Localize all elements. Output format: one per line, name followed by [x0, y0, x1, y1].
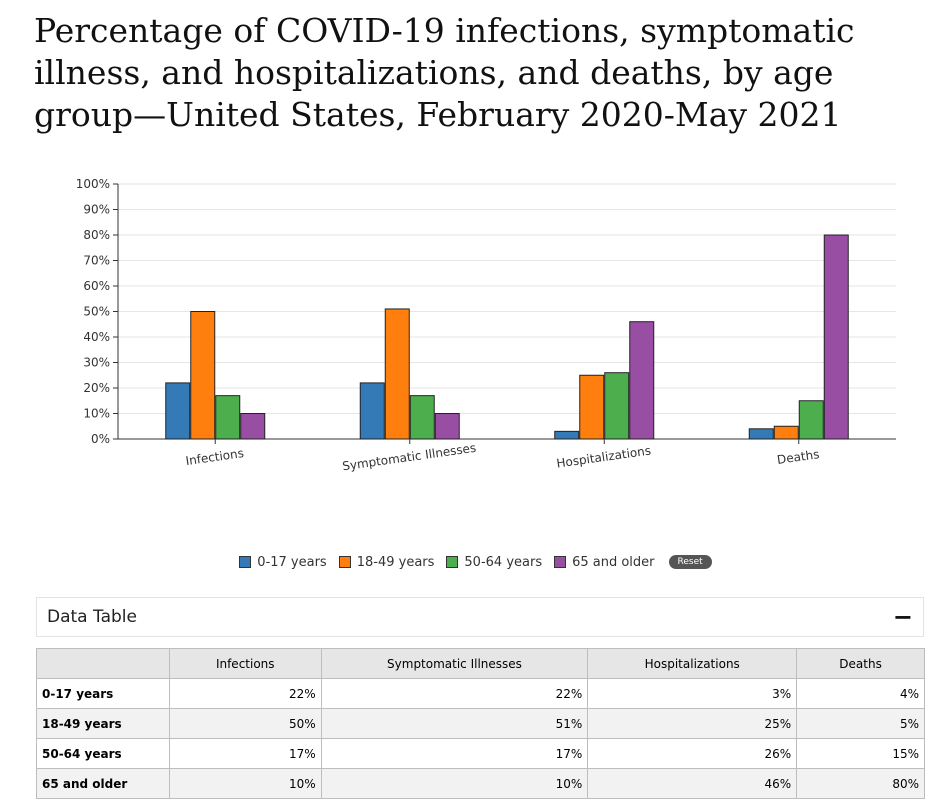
bar-chart: 0% 10% 20% 30% 40% 50% 60% 70% 80% 90% 100% Infecti… [76, 177, 896, 474]
data-table: Infections Symptomatic Illnesses Hospita… [36, 648, 925, 799]
column-header: Infections [168, 648, 322, 679]
bar [604, 372, 630, 440]
table-cell: 17% [168, 738, 322, 769]
bar [165, 382, 191, 440]
column-header: Deaths [796, 648, 925, 679]
y-tick-label: 80% [83, 228, 110, 242]
legend-item[interactable]: 65 and older [554, 554, 655, 570]
legend-swatch [239, 556, 252, 568]
bar [434, 413, 460, 440]
bar [748, 428, 774, 440]
legend-swatch [554, 556, 567, 568]
table-cell: 10% [320, 768, 589, 799]
legend-label: 50-64 years [464, 554, 543, 570]
bar [823, 234, 849, 440]
table-cell: 22% [168, 678, 322, 709]
bar [629, 321, 655, 440]
legend-item[interactable]: 0-17 years [239, 554, 327, 570]
legend-swatch [338, 556, 351, 568]
table-cell: 51% [320, 708, 589, 739]
y-tick-label: 90% [83, 203, 110, 217]
column-header: Hospitalizations [587, 648, 798, 679]
row-label: 65 and older [36, 768, 170, 799]
legend-label: 65 and older [572, 554, 655, 570]
x-tick-label: Deaths [776, 447, 820, 467]
table-cell: 4% [796, 678, 925, 709]
legend-item[interactable]: 18-49 years [338, 554, 435, 570]
table-row: 65 and older 10% 10% 46% 80% [36, 768, 925, 799]
legend-item[interactable]: 50-64 years [446, 555, 542, 570]
table-cell: 46% [587, 768, 798, 799]
row-label: 0-17 years [36, 678, 170, 709]
table-header-row: Infections Symptomatic Illnesses Hospita… [36, 648, 925, 679]
y-tick-label: 20% [83, 381, 110, 395]
bar [384, 308, 410, 440]
table-cell: 5% [796, 708, 925, 739]
legend-label: 0-17 years [257, 554, 327, 570]
table-cell: 10% [168, 768, 322, 799]
table-cell: 26% [587, 738, 798, 769]
bar [554, 430, 580, 440]
table-cell: 22% [320, 678, 589, 709]
table-row: 50-64 years 17% 17% 26% 15% [36, 738, 925, 769]
table-cell: 80% [796, 768, 925, 799]
bar [773, 425, 799, 440]
legend-label: 18-49 years [356, 554, 435, 570]
x-tick-label: Infections [185, 446, 245, 468]
table-cell: 50% [168, 708, 322, 739]
y-tick-label: 70% [83, 254, 110, 268]
bar [190, 311, 216, 440]
legend-swatch [446, 556, 459, 568]
y-tick-label: 10% [83, 407, 110, 421]
bar [215, 395, 241, 440]
y-tick-label: 40% [83, 330, 110, 344]
bar [359, 382, 385, 440]
table-corner [36, 648, 170, 679]
collapse-icon[interactable]: − [892, 603, 913, 631]
reset-button[interactable]: Reset [668, 555, 712, 569]
row-label: 50-64 years [36, 738, 170, 769]
y-tick-label: 30% [83, 356, 110, 370]
table-row: 0-17 years 22% 22% 3% 4% [36, 678, 925, 709]
data-table-title: Data Table [47, 607, 137, 627]
x-tick-label: Symptomatic Illnesses [341, 441, 477, 474]
bar [409, 395, 435, 440]
table-row: 18-49 years 50% 51% 25% 5% [36, 708, 925, 739]
column-header: Symptomatic Illnesses [320, 648, 589, 679]
y-tick-label: 0% [91, 432, 110, 446]
y-tick-label: 50% [83, 305, 110, 319]
row-label: 18-49 years [36, 708, 170, 739]
y-tick-label: 100% [76, 177, 110, 191]
chart-title: Percentage of COVID-19 infections, sympt… [34, 11, 855, 134]
bar [240, 413, 266, 440]
table-cell: 3% [587, 678, 798, 709]
data-table-header[interactable]: Data Table − [36, 597, 924, 637]
table-cell: 17% [320, 738, 589, 769]
chart-legend: 0-17 years 18-49 years 50-64 years 65 and o… [0, 552, 951, 572]
bar [579, 374, 605, 440]
x-tick-label: Hospitalizations [556, 443, 652, 470]
y-tick-label: 60% [83, 279, 110, 293]
table-cell: 25% [587, 708, 798, 739]
bar [798, 400, 824, 440]
table-cell: 15% [796, 738, 925, 769]
